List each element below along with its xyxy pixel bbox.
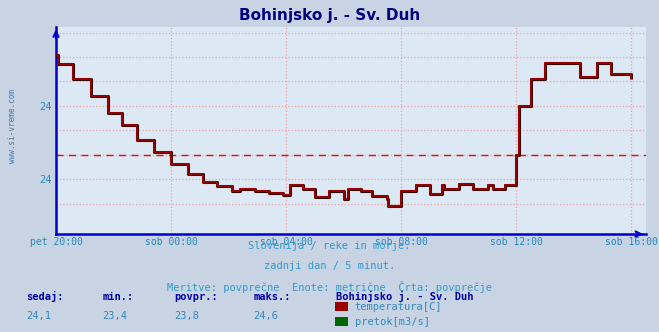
Text: temperatura[C]: temperatura[C] [355,302,442,312]
Text: Bohinjsko j. - Sv. Duh: Bohinjsko j. - Sv. Duh [239,8,420,23]
Text: maks.:: maks.: [254,292,291,302]
Text: sedaj:: sedaj: [26,291,64,302]
Text: 24,6: 24,6 [254,311,279,321]
Text: Slovenija / reke in morje.: Slovenija / reke in morje. [248,241,411,251]
Text: 23,4: 23,4 [102,311,127,321]
Text: 24,1: 24,1 [26,311,51,321]
Text: zadnji dan / 5 minut.: zadnji dan / 5 minut. [264,261,395,271]
Text: 23,8: 23,8 [175,311,200,321]
Text: Bohinjsko j. - Sv. Duh: Bohinjsko j. - Sv. Duh [336,291,474,302]
Text: min.:: min.: [102,292,133,302]
Text: povpr.:: povpr.: [175,292,218,302]
Text: pretok[m3/s]: pretok[m3/s] [355,317,430,327]
Text: www.si-vreme.com: www.si-vreme.com [8,89,17,163]
Text: Meritve: povprečne  Enote: metrične  Črta: povprečje: Meritve: povprečne Enote: metrične Črta:… [167,281,492,292]
